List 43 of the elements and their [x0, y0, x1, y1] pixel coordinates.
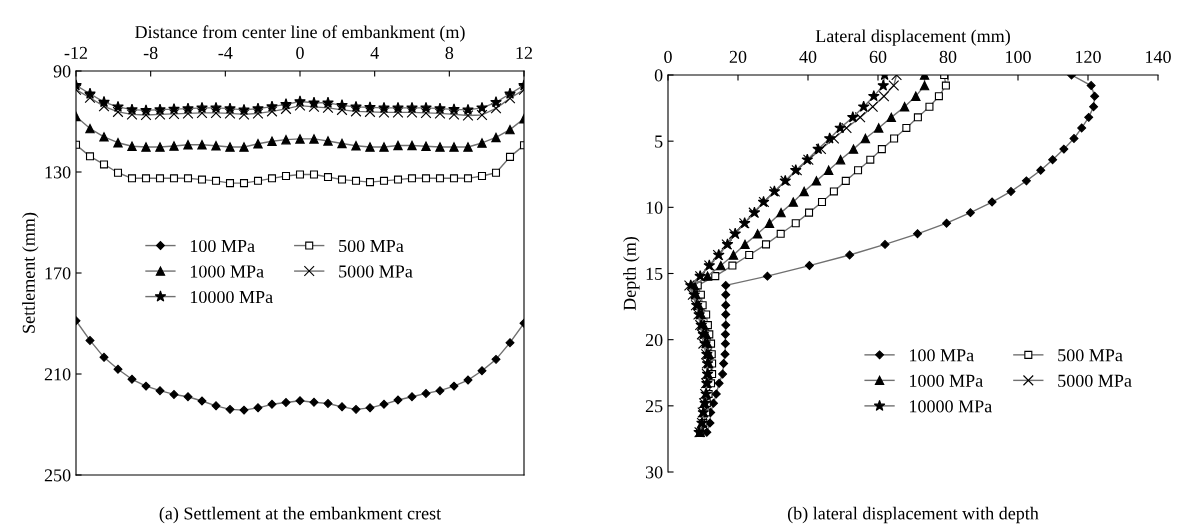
y-tick-label: 5: [655, 135, 663, 148]
legend-label: 10000 MPa: [190, 290, 273, 304]
x-tick-label: 0: [664, 50, 672, 63]
legend-label: 5000 MPa: [1058, 374, 1132, 387]
x-tick-label: 60: [869, 50, 887, 63]
y-tick-label: 250: [44, 469, 71, 482]
x-tick-label: 100: [1006, 50, 1031, 63]
y-axis-title: Settlement (mm): [22, 212, 39, 333]
x-axis-title: Distance from center line of embankment (m): [135, 25, 465, 42]
x-tick-label: 40: [799, 50, 817, 63]
y-tick-label: 30: [645, 466, 663, 479]
legend-label: 1000 MPa: [190, 265, 264, 278]
legend-label: 100 MPa: [910, 349, 974, 362]
y-tick-label: 0: [654, 69, 663, 82]
y-tick-label: 210: [44, 368, 71, 381]
x-tick-label: -8: [143, 46, 158, 59]
text: (a) Settlement at the embankment crest: [159, 506, 442, 524]
y-tick-label: 15: [646, 267, 663, 280]
legend-label: 10000 MPa: [910, 400, 992, 413]
x-tick-label: 80: [939, 50, 957, 63]
x-tick-label: 120: [1076, 50, 1101, 63]
legend-label: 100 MPa: [190, 239, 255, 253]
y-tick-label: 20: [645, 333, 663, 347]
y-axis-title: Depth (m): [623, 236, 640, 311]
x-tick-label: 0: [296, 46, 304, 59]
y-tick-label: 90: [53, 65, 71, 78]
x-tick-label: 12: [516, 46, 533, 59]
y-tick-label: 25: [645, 400, 663, 413]
y-tick-label: 130: [45, 166, 71, 179]
y-tick-label: 10: [646, 201, 663, 214]
y-tick-label: 170: [45, 267, 71, 280]
legend-label: 5000 MPa: [339, 265, 413, 278]
x-tick-label: -12: [64, 46, 88, 59]
x-tick-label: 8: [445, 46, 454, 59]
x-tick-label: 20: [729, 50, 747, 63]
legend-label: 1000 MPa: [910, 374, 983, 387]
x-tick-label: -4: [218, 46, 233, 59]
legend-label: 500 MPa: [339, 239, 404, 253]
x-axis-title: Lateral displacement (mm): [815, 29, 1010, 46]
x-tick-label: 4: [370, 46, 379, 59]
text: (b) lateral displacement with depth: [787, 506, 1039, 524]
x-tick-label: 140: [1146, 50, 1171, 63]
legend-label: 500 MPa: [1058, 349, 1123, 362]
